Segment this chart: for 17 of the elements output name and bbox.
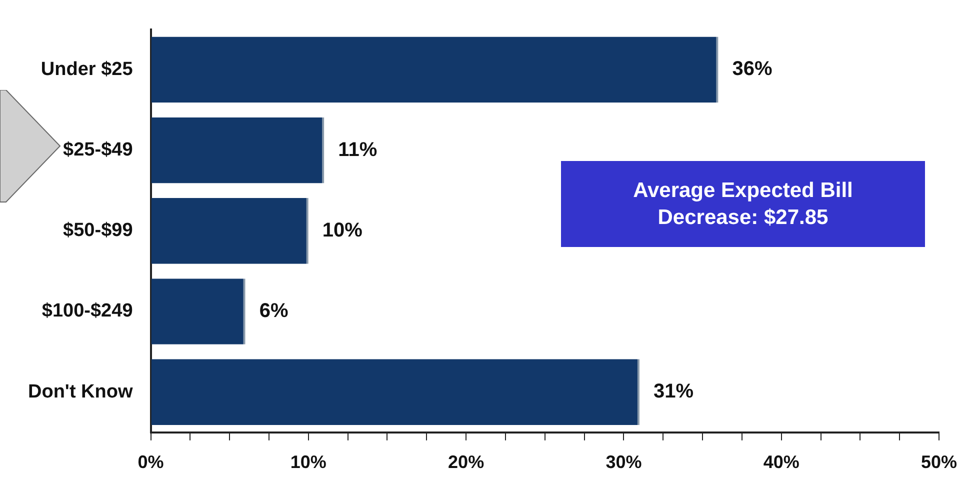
x-tick-label: 50% xyxy=(920,452,958,472)
y-tick-label: $50-$99 xyxy=(63,220,133,242)
data-label: 31% xyxy=(653,380,694,403)
y-tick-label: Don't Know xyxy=(28,381,133,402)
x-tick-label: 40% xyxy=(763,452,800,472)
x-tick-label: 10% xyxy=(290,452,326,472)
data-label: 36% xyxy=(732,58,773,80)
y-tick-label: $100-$249 xyxy=(42,300,133,322)
data-label: 11% xyxy=(338,138,378,161)
callout-box: Average Expected Bill Decrease: $27.85 xyxy=(561,161,925,247)
y-tick-label: Under $25 xyxy=(40,58,134,80)
data-label: 10% xyxy=(322,219,363,242)
x-tick-label: 0% xyxy=(138,452,164,472)
y-tick-label: $25-$49 xyxy=(63,140,133,161)
x-tick-label: 30% xyxy=(606,452,642,472)
data-label: 6% xyxy=(259,300,288,322)
x-tick-label: 20% xyxy=(448,452,484,472)
